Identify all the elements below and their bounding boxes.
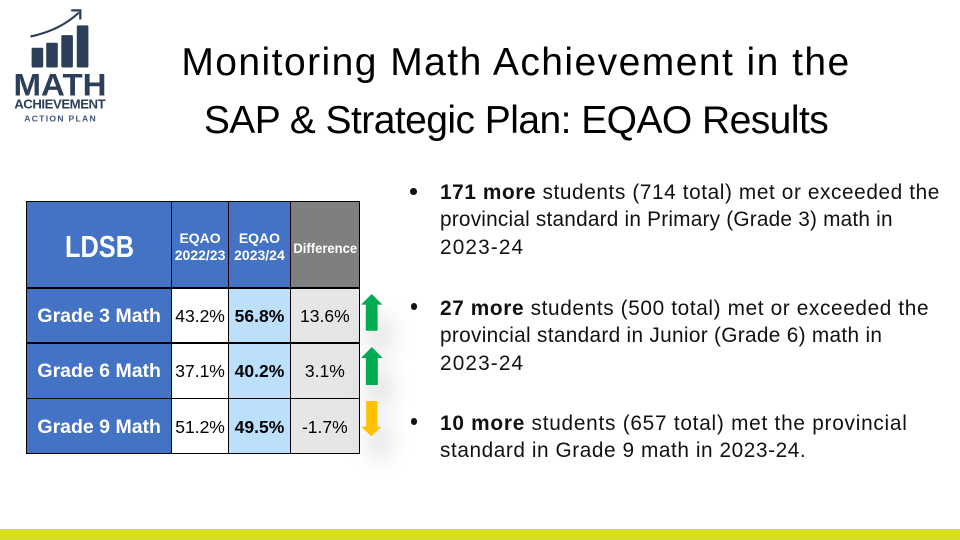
svg-text:ACTION PLAN: ACTION PLAN bbox=[24, 113, 96, 123]
svg-text:MATH: MATH bbox=[14, 67, 107, 103]
svg-text:ACHIEVEMENT: ACHIEVEMENT bbox=[14, 97, 106, 112]
